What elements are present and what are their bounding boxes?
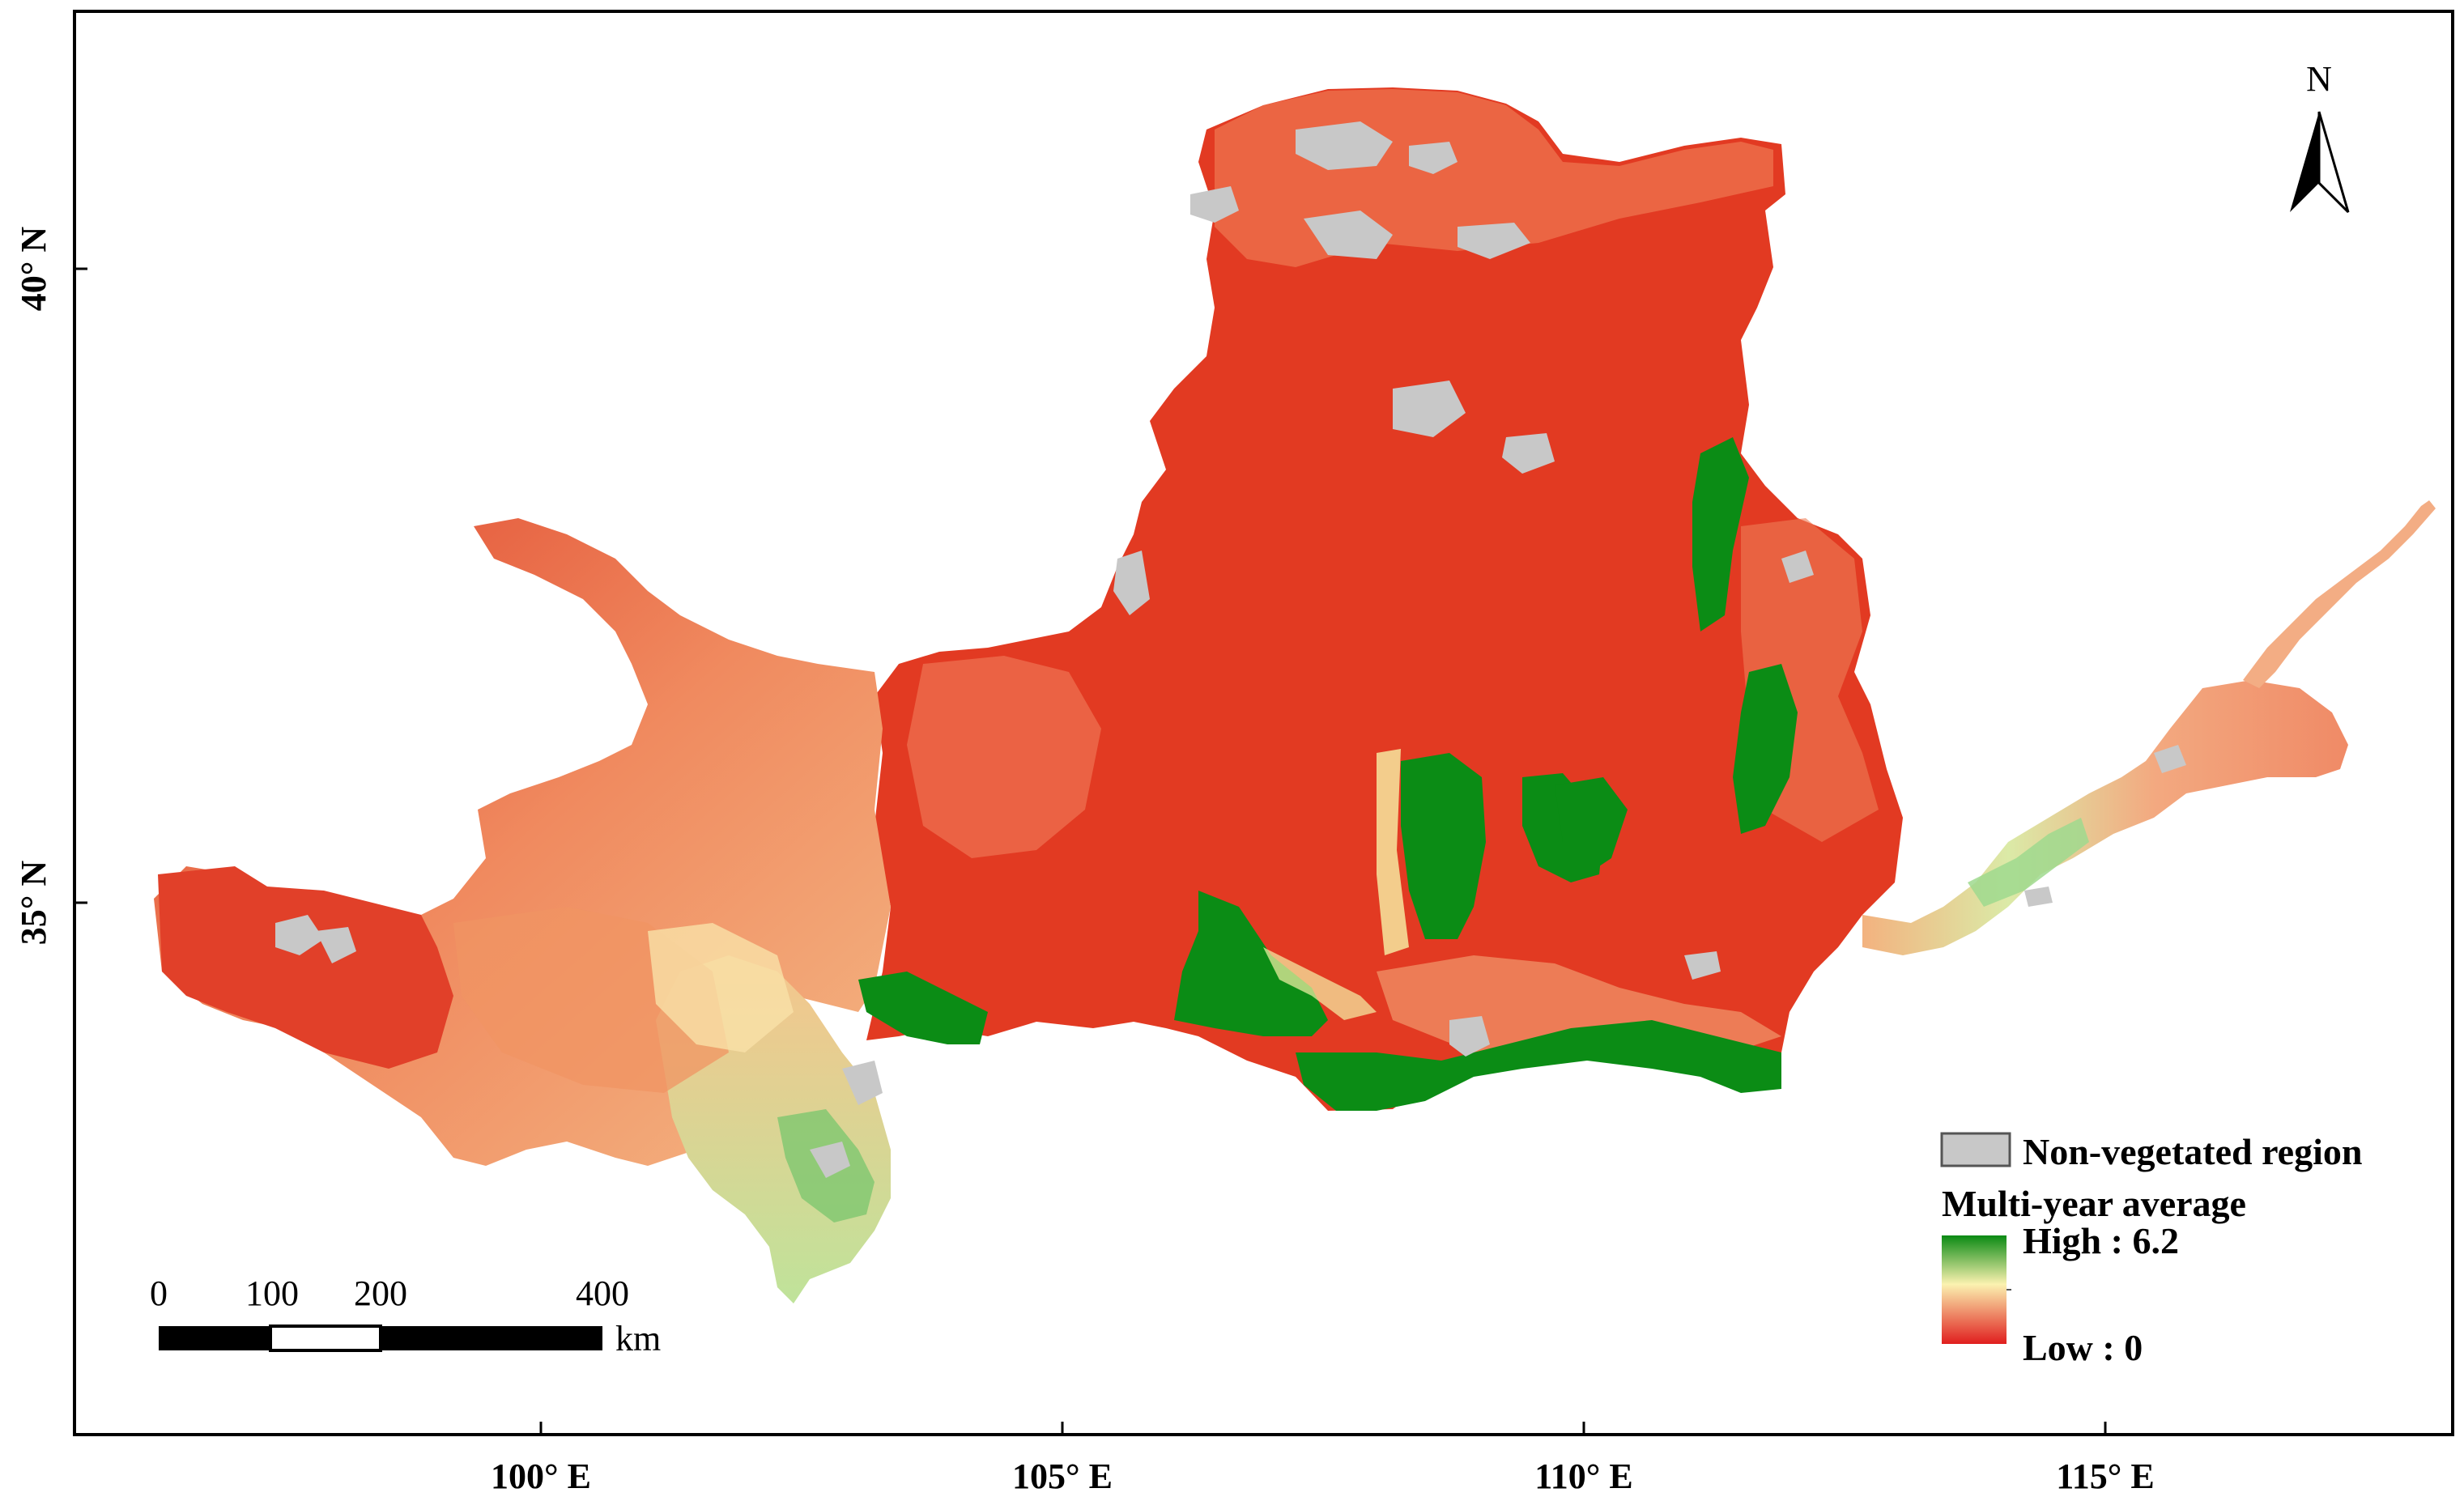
grey-area-north-1 bbox=[1296, 121, 1393, 170]
scale-segment-2 bbox=[269, 1325, 382, 1352]
scale-unit: km bbox=[615, 1319, 661, 1359]
grey-area-tail-2 bbox=[2024, 887, 2053, 907]
north-arrow-label: N bbox=[2306, 59, 2332, 99]
green-zone-east-strip-2 bbox=[1733, 664, 1798, 834]
region-main-body bbox=[866, 87, 1903, 1111]
region-raster bbox=[154, 87, 2436, 1303]
region-east-stripe bbox=[2243, 500, 2436, 688]
grey-area-east-1 bbox=[1781, 551, 1814, 583]
grey-area-west-1 bbox=[1113, 551, 1150, 615]
x-tick-label-110: 110° E bbox=[1534, 1456, 1633, 1496]
grey-area-tail-1 bbox=[2154, 745, 2186, 773]
legend: Non-vegetated region Multi-year average … bbox=[1940, 1131, 2362, 1368]
grey-area-north-5 bbox=[1458, 223, 1530, 259]
grey-area-center-1 bbox=[1393, 381, 1466, 437]
grey-area-south-2 bbox=[842, 1061, 883, 1105]
north-arrow-icon: N bbox=[2290, 59, 2350, 214]
axis-ticks bbox=[74, 267, 2107, 1435]
grey-area-north-3 bbox=[1190, 186, 1239, 223]
green-zone-south-band bbox=[1174, 891, 1328, 1036]
grey-area-south-1 bbox=[1449, 1016, 1490, 1057]
green-zone-west-bands bbox=[858, 972, 988, 1044]
grey-area-north-4 bbox=[1304, 210, 1393, 259]
scale-bar: 0 100 200 400 km bbox=[150, 1274, 661, 1359]
scale-label-200: 200 bbox=[354, 1274, 407, 1313]
legend-color-ramp bbox=[1942, 1235, 2007, 1344]
scale-segment-3 bbox=[381, 1326, 602, 1350]
scale-label-0: 0 bbox=[150, 1274, 168, 1313]
region-far-west bbox=[158, 866, 453, 1069]
x-tick-label-100: 100° E bbox=[491, 1456, 591, 1496]
non-vegetated-areas bbox=[275, 121, 2186, 1178]
map-frame bbox=[73, 10, 2454, 1436]
north-arrow-right-half bbox=[2317, 111, 2350, 214]
north-arrow-left-half bbox=[2290, 112, 2319, 212]
x-tick-label-105: 105° E bbox=[1012, 1456, 1113, 1496]
green-zone-east-strip bbox=[1692, 437, 1749, 631]
legend-non-vegetated-swatch bbox=[1940, 1132, 2011, 1167]
green-zone-loess-north bbox=[1401, 753, 1486, 939]
green-zone-fern bbox=[1555, 777, 1628, 874]
grey-area-east-2 bbox=[1684, 951, 1721, 980]
yellow-fringe-2 bbox=[1263, 947, 1377, 1020]
grey-area-west-2 bbox=[275, 915, 324, 955]
y-tick-label-40: 40° N bbox=[14, 227, 53, 312]
y-tick-label-35: 35° N bbox=[14, 861, 53, 946]
grey-area-west-3 bbox=[316, 927, 356, 963]
region-east-tail bbox=[1862, 680, 2348, 955]
scale-label-400: 400 bbox=[576, 1274, 629, 1313]
high-value-zones bbox=[777, 437, 2089, 1222]
legend-low-label: Low : 0 bbox=[2023, 1327, 2143, 1368]
legend-high-label: High : 6.2 bbox=[2023, 1220, 2179, 1261]
legend-title: Multi-year average bbox=[1942, 1183, 2246, 1224]
region-patch-orange-1 bbox=[907, 656, 1101, 858]
scale-segment-1 bbox=[159, 1326, 270, 1350]
green-zone-south-base bbox=[1296, 1020, 1781, 1111]
legend-non-vegetated-label: Non-vegetated region bbox=[2023, 1131, 2362, 1172]
x-tick-label-115: 115° E bbox=[2056, 1456, 2155, 1496]
green-zone-tail bbox=[1968, 818, 2089, 907]
region-patch-yellow-1 bbox=[648, 923, 794, 1052]
grey-area-south-3 bbox=[810, 1142, 850, 1178]
grey-area-north-2 bbox=[1409, 142, 1458, 174]
scale-label-100: 100 bbox=[245, 1274, 299, 1313]
grey-area-center-2 bbox=[1502, 433, 1555, 474]
yellow-fringe-1 bbox=[1377, 749, 1409, 955]
